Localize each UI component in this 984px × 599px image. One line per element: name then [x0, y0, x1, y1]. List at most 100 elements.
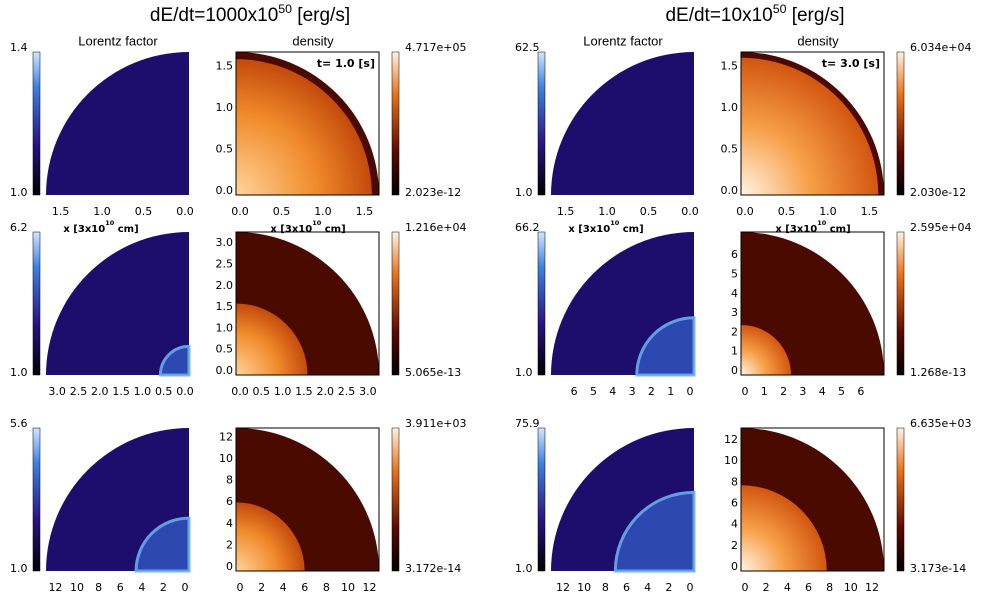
colorbar-max: 62.5 [515, 41, 540, 54]
time-label: t= 10.0 [s] [814, 433, 880, 446]
x-tick-label: 1.5 [112, 385, 130, 398]
panel-label: density [797, 33, 839, 48]
x-tick-label: 1 [667, 385, 674, 398]
x-tick-label: 3 [629, 385, 636, 398]
y-tick-label: 0.0 [721, 184, 739, 197]
time-label: t= 1.0 [s] [317, 57, 375, 70]
colorbar-min: 1.0 [10, 562, 28, 575]
column-title-sup: 50 [773, 2, 787, 16]
x-tick-label: 0.5 [778, 205, 796, 218]
x-axis-label-unit: cm] [114, 224, 138, 235]
frame [740, 51, 885, 196]
x-axis-label-text: x [3x10 [63, 224, 105, 235]
column-title-sup: 50 [278, 2, 292, 16]
y-tick-label: 10 [724, 454, 738, 467]
x-tick-label: 2 [780, 385, 787, 398]
y-tick-label: 6 [226, 495, 233, 508]
x-tick-label: 4 [819, 385, 826, 398]
colorbar-max: 1.4 [10, 41, 28, 54]
density-map [741, 232, 884, 375]
x-tick-label: 12 [865, 581, 879, 594]
colorbar [391, 231, 400, 376]
colorbar [896, 427, 905, 572]
y-tick-label: 1.5 [216, 300, 234, 313]
colorbar-max: 4.717e+05 [405, 41, 466, 54]
colorbar-max: 5.6 [10, 417, 28, 430]
colorbar [537, 231, 546, 376]
y-tick-label: 0.5 [721, 143, 739, 156]
y-tick-label: 12 [219, 430, 233, 443]
x-tick-label: 0.5 [155, 385, 173, 398]
frame [740, 427, 885, 572]
time-label: t= 3.0 [s] [822, 57, 880, 70]
x-tick-label: 8 [602, 581, 609, 594]
x-tick-label: 10 [341, 581, 355, 594]
x-tick-label: 1.0 [274, 385, 292, 398]
x-tick-label: 0.0 [231, 385, 249, 398]
frame [235, 51, 380, 196]
density-core [741, 57, 879, 195]
y-tick-label: 0.5 [216, 143, 234, 156]
y-tick-label: 8 [731, 475, 738, 488]
column-title-unit: [erg/s] [292, 5, 350, 26]
density-core [236, 502, 305, 571]
lorentz-shell [134, 516, 191, 573]
colorbar-max: 2.595e+04 [910, 221, 971, 234]
x-tick-label: 1.0 [93, 205, 111, 218]
colorbar-max: 6.2 [10, 221, 28, 234]
y-tick-label: 4 [226, 517, 233, 530]
x-tick-label: 4 [280, 581, 287, 594]
colorbar-max: 75.9 [515, 417, 540, 430]
y-tick-label: 0 [731, 364, 738, 377]
x-tick-label: 2 [763, 581, 770, 594]
y-tick-label: 2 [731, 325, 738, 338]
x-tick-label: 0.0 [231, 205, 249, 218]
x-tick-label: 1.0 [134, 385, 152, 398]
colorbar-max: 6.635e+03 [910, 417, 971, 430]
x-tick-label: 3.0 [359, 385, 377, 398]
time-label: t= 5.0 [s] [317, 237, 375, 250]
time-label: t= 10.0 [s] [309, 433, 375, 446]
x-tick-label: 1.5 [861, 205, 879, 218]
colorbar-min: 1.0 [515, 366, 533, 379]
x-tick-label: 12 [556, 581, 570, 594]
panel-label: Lorentz factor [78, 33, 158, 48]
x-tick-label: 3 [799, 385, 806, 398]
x-tick-label: 6 [857, 385, 864, 398]
x-tick-label: 2 [665, 581, 672, 594]
y-tick-label: 2.0 [216, 279, 234, 292]
y-tick-label: 12 [724, 433, 738, 446]
colorbar [391, 427, 400, 572]
x-tick-label: 2.0 [91, 385, 109, 398]
y-tick-label: 0.0 [216, 184, 234, 197]
x-tick-label: 5 [590, 385, 597, 398]
x-tick-label: 0 [742, 581, 749, 594]
y-tick-label: 1.0 [216, 101, 234, 114]
colorbar-min: 1.0 [515, 562, 533, 575]
x-tick-label: 1.0 [819, 205, 837, 218]
x-tick-label: 4 [644, 581, 651, 594]
x-tick-label: 0.0 [736, 205, 754, 218]
x-axis-label: x [3x1010 cm] [568, 219, 643, 235]
x-tick-label: 0.5 [273, 205, 291, 218]
colorbar-max: 6.034e+04 [910, 41, 971, 54]
x-tick-label: 8 [323, 581, 330, 594]
colorbar-min: 1.0 [10, 186, 28, 199]
x-tick-label: 2.5 [338, 385, 356, 398]
x-tick-label: 2 [160, 581, 167, 594]
y-tick-label: 2.5 [216, 257, 234, 270]
column-title: dE/dt=10x1050 [erg/s] [665, 2, 844, 26]
x-tick-label: 12 [48, 581, 62, 594]
x-tick-label: 1.0 [314, 205, 332, 218]
x-tick-label: 2.0 [316, 385, 334, 398]
x-axis-label-text: x [3x10 [568, 224, 610, 235]
x-tick-label: 0.0 [176, 205, 194, 218]
colorbar [537, 51, 546, 196]
x-tick-label: 12 [363, 581, 377, 594]
x-axis-label: x [3x1010 cm] [270, 219, 345, 235]
x-tick-label: 0.0 [681, 205, 699, 218]
x-tick-label: 10 [577, 581, 591, 594]
x-tick-label: 1.0 [598, 205, 616, 218]
colorbar-min: 5.065e-13 [405, 366, 461, 379]
